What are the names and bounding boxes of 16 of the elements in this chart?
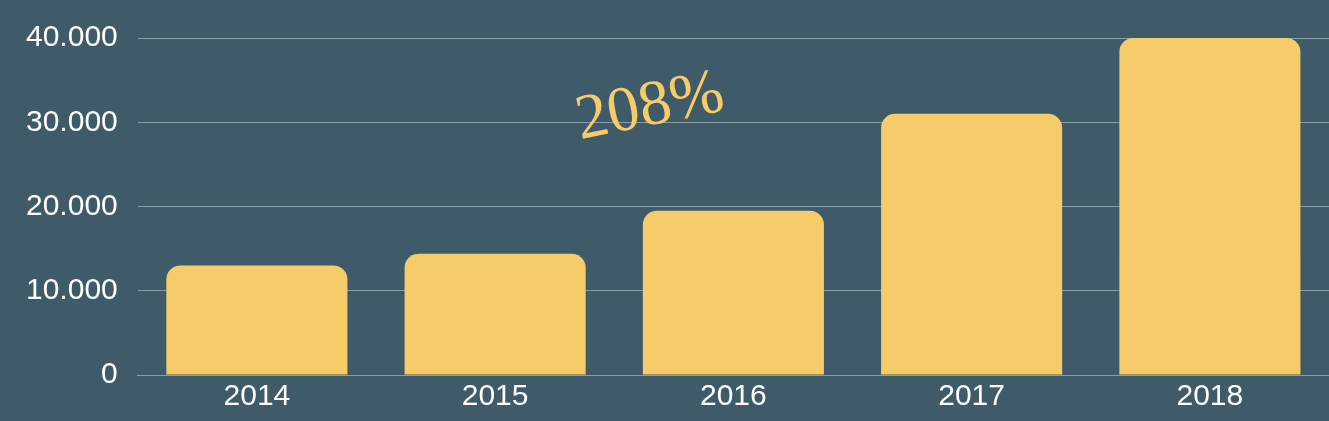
y-tick-label: 20.000 [25, 187, 118, 221]
bar [881, 113, 1063, 375]
x-tick-label: 2017 [938, 378, 1005, 412]
x-tick-label: 2016 [700, 378, 767, 412]
bar [166, 265, 348, 375]
x-tick-label: 2015 [461, 378, 529, 412]
y-tick-label: 0 [101, 356, 118, 390]
y-tick-label: 40.000 [25, 19, 118, 53]
y-tick-label: 10.000 [25, 272, 118, 306]
bar [404, 253, 586, 375]
bar [642, 210, 824, 375]
y-tick-label: 30.000 [25, 103, 118, 137]
x-tick-label: 2014 [223, 378, 291, 412]
bar [1119, 38, 1301, 375]
annotation: 208% [568, 53, 730, 154]
x-tick-label: 2018 [1176, 378, 1244, 412]
